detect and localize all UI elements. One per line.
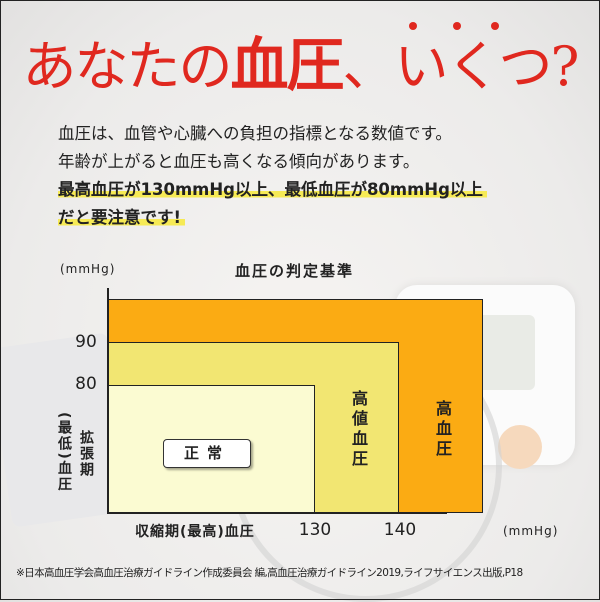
y-axis-label-2: 拡張期 <box>78 430 94 478</box>
x-tick-label: 130 <box>298 520 332 540</box>
intro-text: 血圧は、血管や心臓への負担の指標となる数値です。 年齢が上がると血圧も高くなる傾… <box>58 120 487 232</box>
footnote: ※日本高血圧学会高血圧治療ガイドライン作成委員会 編,高血圧治療ガイドライン20… <box>16 567 523 579</box>
chart-title: 血圧の判定基準 <box>235 262 355 280</box>
headline-post: 、いくつ? <box>342 35 580 98</box>
x-unit-label: (mmHg) <box>503 524 559 538</box>
hypertension-label: 高血圧 <box>433 400 452 460</box>
headline-emphasis: 血圧 <box>230 31 345 99</box>
intro-line-2: 年齢が上がると血圧も高くなる傾向があります。 <box>58 152 420 171</box>
intro-highlight-2: だと要注意です! <box>58 208 186 227</box>
x-axis <box>107 512 447 514</box>
normal-label: 正常 <box>163 439 251 468</box>
x-axis-label: 収縮期(最高)血圧 <box>135 524 255 540</box>
y-tick-label: 80 <box>75 374 97 394</box>
y-axis <box>107 288 109 514</box>
headline: あなたの血圧、いくつ? <box>0 18 600 102</box>
x-tick-label: 140 <box>383 520 417 540</box>
monitor-button-background <box>498 425 542 469</box>
headline-pre: あなたの <box>22 35 233 98</box>
high-normal-label: 高値血圧 <box>349 390 368 470</box>
y-unit-label: (mmHg) <box>60 262 116 276</box>
intro-line-1: 血圧は、血管や心臓への負担の指標となる数値です。 <box>58 124 452 143</box>
y-axis-label: (最低)血圧 <box>56 412 72 493</box>
y-tick-label: 90 <box>75 332 97 352</box>
intro-highlight-1: 最高血圧が130mmHg以上、最低血圧が80mmHg以上 <box>58 180 487 199</box>
